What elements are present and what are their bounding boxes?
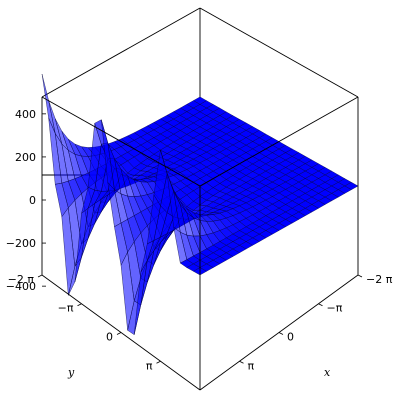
tick-mark xyxy=(278,332,284,335)
z-tick-label: −400 xyxy=(6,280,36,293)
x-tick-label: π xyxy=(247,359,254,372)
z-tick-label: 200 xyxy=(15,151,36,164)
y-tick-label: −2 π xyxy=(8,273,35,286)
surface-mesh xyxy=(41,73,359,335)
tick-mark xyxy=(357,274,363,278)
y-tick-label: −π xyxy=(58,302,74,315)
box-edge xyxy=(41,7,201,98)
y-axis-label: y xyxy=(67,366,75,379)
tick-mark xyxy=(77,303,82,307)
x-tick-label: −π xyxy=(327,302,343,315)
tick-mark xyxy=(239,360,244,364)
y-tick-label: 0 xyxy=(106,331,113,344)
tick-mark xyxy=(37,274,43,278)
tick-mark xyxy=(156,360,161,364)
tick-mark xyxy=(116,332,122,335)
z-tick-label: −200 xyxy=(6,237,36,250)
z-tick-label: 400 xyxy=(15,108,36,121)
box-edge xyxy=(199,96,359,187)
x-axis-label: x xyxy=(324,366,331,379)
z-tick-label: 0 xyxy=(29,194,36,207)
x-tick-label: −2 π xyxy=(366,273,393,286)
tick-mark xyxy=(318,303,323,307)
box-edge xyxy=(41,96,201,187)
x-tick-label: 0 xyxy=(287,331,294,344)
box-edge xyxy=(199,7,359,98)
y-tick-label: π xyxy=(146,359,153,372)
